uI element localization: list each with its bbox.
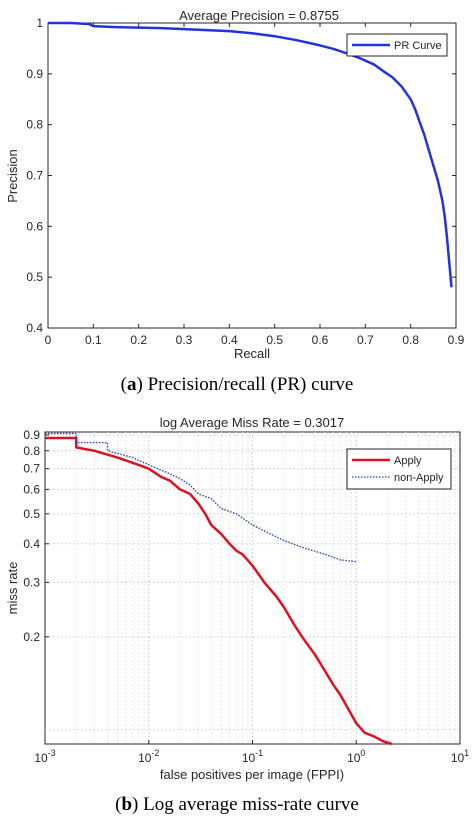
miss-rate-y-tick-label: 0.9: [23, 428, 40, 442]
miss-rate-y-tick-label: 0.4: [23, 537, 40, 551]
miss-rate-legend-box: [346, 448, 452, 490]
miss-rate-caption: (b) Log average miss-rate curve: [115, 794, 359, 815]
miss-rate-series-layer: [45, 432, 393, 746]
miss-rate-chart-title: log Average Miss Rate = 0.3017: [160, 415, 344, 430]
miss-rate-legend: Apply non-Apply: [346, 448, 452, 490]
miss-rate-y-tick-label: 0.3: [23, 575, 40, 589]
apply-curve-line: [45, 436, 393, 746]
pr-x-tick-label: 0.2: [130, 333, 147, 347]
pr-chart-title: Average Precision = 0.8755: [179, 8, 339, 23]
miss-rate-y-tick-label: 0.7: [23, 462, 40, 476]
miss-rate-y-tick-label: 0.6: [23, 482, 40, 496]
legend-label-non-apply: non-Apply: [394, 472, 444, 484]
miss-rate-x-tick-label: 10-1: [242, 748, 263, 765]
pr-x-tick-label: 0: [45, 333, 52, 347]
pr-chart: Average Precision = 0.8755 0 0.1 0.2 0.3 0.4…: [5, 8, 465, 395]
pr-legend-label: PR Curve: [394, 40, 442, 52]
miss-rate-x-tick-label: 10-2: [138, 748, 159, 765]
pr-series-layer: [48, 21, 453, 288]
pr-caption-label: a: [127, 374, 137, 395]
miss-rate-chart: log Average Miss Rate = 0.3017 10-3 10-2 1…: [5, 415, 469, 815]
pr-x-axis-label: Recall: [234, 346, 270, 361]
pr-caption-text: Precision/recall (PR) curve: [143, 374, 354, 395]
pr-y-tick-label: 0.9: [26, 67, 43, 81]
pr-x-tick-label: 0.6: [312, 333, 329, 347]
pr-x-tick-label: 0.1: [85, 333, 102, 347]
pr-legend: PR Curve: [346, 33, 448, 57]
pr-x-tick-label: 0.4: [221, 333, 238, 347]
pr-curve-line: [48, 21, 453, 288]
pr-y-axis-label: Precision: [5, 149, 20, 202]
pr-plot-area: [47, 22, 457, 329]
miss-rate-caption-text: Log average miss-rate curve: [138, 794, 359, 815]
pr-x-tick-label: 0.5: [266, 333, 283, 347]
miss-rate-y-axis-label: miss rate: [5, 562, 20, 615]
miss-rate-x-tick-label: 10-3: [34, 748, 55, 765]
miss-rate-y-tick-label: 0.5: [23, 507, 40, 521]
miss-rate-grid: [45, 432, 460, 744]
miss-rate-x-tick-label: 100: [347, 748, 365, 765]
miss-rate-x-tick-label: 101: [451, 748, 469, 765]
pr-x-tick-label: 0.9: [448, 333, 465, 347]
miss-rate-y-tick-label: 0.2: [23, 630, 40, 644]
miss-rate-y-tick-label: 0.8: [23, 444, 40, 458]
pr-axis-ticks: 0 0.1 0.2 0.3 0.4 0.5 0.6 0.7 0.8 0.9 0.4 0.5 0.6 0.7…: [26, 16, 464, 347]
pr-y-tick-label: 0.8: [26, 118, 43, 132]
pr-y-tick-label: 0.4: [26, 321, 43, 335]
pr-y-tick-label: 0.7: [26, 169, 43, 183]
miss-rate-caption-label: b: [121, 794, 132, 815]
pr-legend-box: [346, 33, 448, 57]
pr-caption: (a) Precision/recall (PR) curve: [121, 374, 354, 395]
pr-x-tick-label: 0.3: [176, 333, 193, 347]
pr-y-tick-label: 0.5: [26, 270, 43, 284]
legend-label-apply: Apply: [394, 455, 422, 467]
pr-y-tick-label: 1: [36, 16, 43, 30]
pr-x-tick-label: 0.7: [357, 333, 374, 347]
pr-y-tick-label: 0.6: [26, 219, 43, 233]
pr-x-tick-label: 0.8: [402, 333, 419, 347]
miss-rate-x-axis-label: false positives per image (FPPI): [160, 767, 344, 782]
miss-rate-axis-ticks: 10-3 10-2 10-1 100 101 0.2 0.3 0.4 0.5 0.6 0.7 0.8 0…: [23, 428, 469, 765]
